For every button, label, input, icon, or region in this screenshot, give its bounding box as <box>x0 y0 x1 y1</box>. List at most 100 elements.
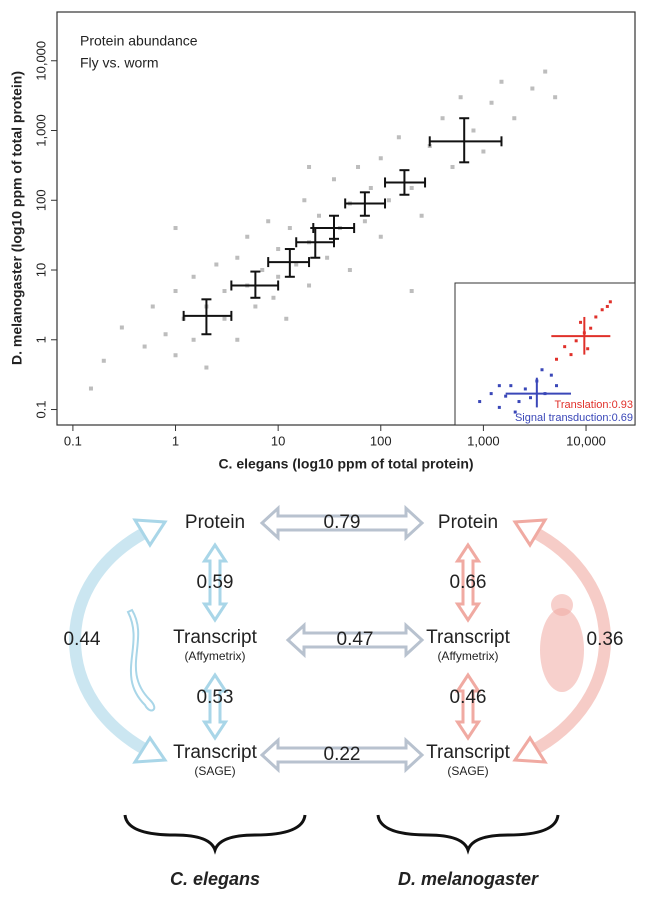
legend-label: Signal transduction:0.69 <box>515 412 633 424</box>
correlation: 0.66 <box>450 572 487 593</box>
y-tick-label: 1,000 <box>33 114 48 147</box>
fly-icon <box>540 608 584 692</box>
point <box>271 295 276 300</box>
point <box>497 405 501 409</box>
point <box>101 358 106 363</box>
point <box>294 262 299 267</box>
point <box>594 315 598 319</box>
point <box>307 283 312 288</box>
x-axis-label: C. elegans (log10 ppm of total protein) <box>218 456 473 472</box>
correlation: 0.47 <box>337 629 374 650</box>
y-tick-label: 1 <box>33 336 48 343</box>
point <box>549 373 553 377</box>
point <box>222 316 227 321</box>
point <box>555 384 559 388</box>
point <box>517 400 521 404</box>
point <box>191 274 196 279</box>
brace <box>123 814 307 855</box>
point <box>396 135 401 140</box>
point <box>530 86 535 91</box>
correlation: 0.59 <box>197 572 234 593</box>
correlation: 0.44 <box>64 629 101 650</box>
point <box>471 128 476 133</box>
point <box>543 69 548 74</box>
point <box>509 384 513 388</box>
x-tick-label: 0.1 <box>64 433 82 448</box>
node-sublabel: (SAGE) <box>194 764 235 778</box>
point <box>529 396 533 400</box>
point <box>150 304 155 309</box>
node-sublabel: (Affymetrix) <box>437 649 498 663</box>
point <box>173 353 178 358</box>
point <box>600 308 604 312</box>
diagram: ProteinTranscript(Affymetrix)Transcript(… <box>64 504 623 889</box>
point <box>489 100 494 105</box>
point <box>409 185 414 190</box>
node-label: Transcript <box>173 742 257 763</box>
y-tick-label: 0.1 <box>33 400 48 418</box>
point <box>478 400 482 404</box>
point <box>481 149 486 154</box>
plot-frame <box>56 11 636 426</box>
node-label: Protein <box>438 512 498 533</box>
point <box>302 198 307 203</box>
point <box>204 365 209 370</box>
point <box>540 368 544 372</box>
node-label: Protein <box>185 512 245 533</box>
point <box>419 213 424 218</box>
point <box>386 198 391 203</box>
point <box>284 316 289 321</box>
point <box>173 226 178 231</box>
correlation: 0.46 <box>450 687 487 708</box>
point <box>142 344 147 349</box>
point <box>553 95 558 100</box>
point <box>574 339 578 343</box>
node-label: Transcript <box>173 627 257 648</box>
point <box>316 213 321 218</box>
correlation: 0.53 <box>197 687 234 708</box>
point <box>222 289 227 294</box>
point <box>287 226 292 231</box>
node-label: Transcript <box>426 742 510 763</box>
double-arrow <box>454 542 482 623</box>
node-label: Transcript <box>426 627 510 648</box>
double-arrow <box>259 736 425 774</box>
y-tick-label: 100 <box>33 189 48 211</box>
x-tick-label: 1,000 <box>467 433 500 448</box>
point <box>163 332 168 337</box>
point <box>307 164 312 169</box>
point <box>378 234 383 239</box>
point <box>119 325 124 330</box>
double-arrow <box>201 672 229 741</box>
node-sublabel: (Affymetrix) <box>184 649 245 663</box>
point <box>499 79 504 84</box>
point <box>608 300 612 304</box>
y-tick-label: 10,000 <box>33 41 48 81</box>
curved-arrow <box>527 524 611 758</box>
point <box>214 262 219 267</box>
correlation: 0.79 <box>324 512 361 533</box>
point <box>569 353 573 357</box>
double-arrow <box>201 542 229 623</box>
brace <box>376 814 560 855</box>
point <box>88 386 93 391</box>
x-tick-label: 10 <box>271 433 285 448</box>
annotation: Protein abundance <box>80 33 198 49</box>
y-axis-label: D. melanogaster (log10 ppm of total prot… <box>9 71 25 365</box>
y-tick-label: 10 <box>33 263 48 277</box>
point <box>362 219 367 224</box>
point <box>589 326 593 330</box>
point <box>504 394 508 398</box>
x-tick-label: 1 <box>172 433 179 448</box>
point <box>450 164 455 169</box>
point <box>235 255 240 260</box>
point <box>563 345 567 349</box>
point <box>555 357 559 361</box>
point <box>368 185 373 190</box>
point <box>489 392 493 396</box>
point <box>497 384 501 388</box>
point <box>356 164 361 169</box>
point <box>173 289 178 294</box>
point <box>523 387 527 391</box>
